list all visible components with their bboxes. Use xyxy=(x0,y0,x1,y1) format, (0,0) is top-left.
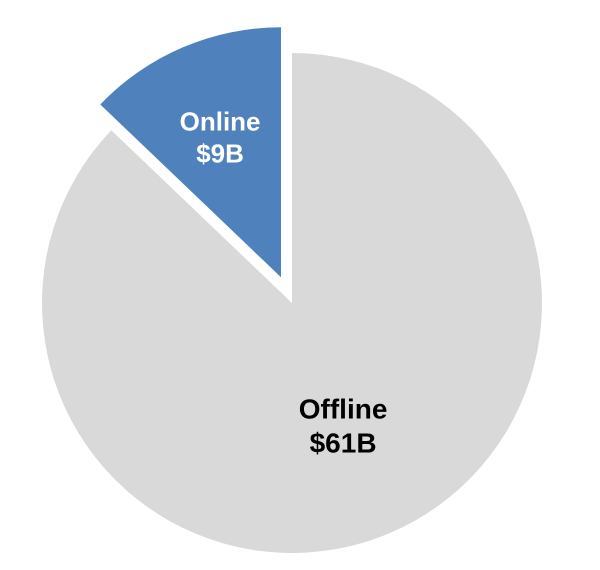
slice-value-offline: $61B xyxy=(310,428,377,459)
pie-slice-offline xyxy=(41,53,543,553)
pie-slice-online xyxy=(100,27,281,278)
slice-label-offline: Offline xyxy=(299,394,388,425)
slice-label-online: Online xyxy=(180,107,261,137)
slice-value-online: $9B xyxy=(196,139,244,169)
